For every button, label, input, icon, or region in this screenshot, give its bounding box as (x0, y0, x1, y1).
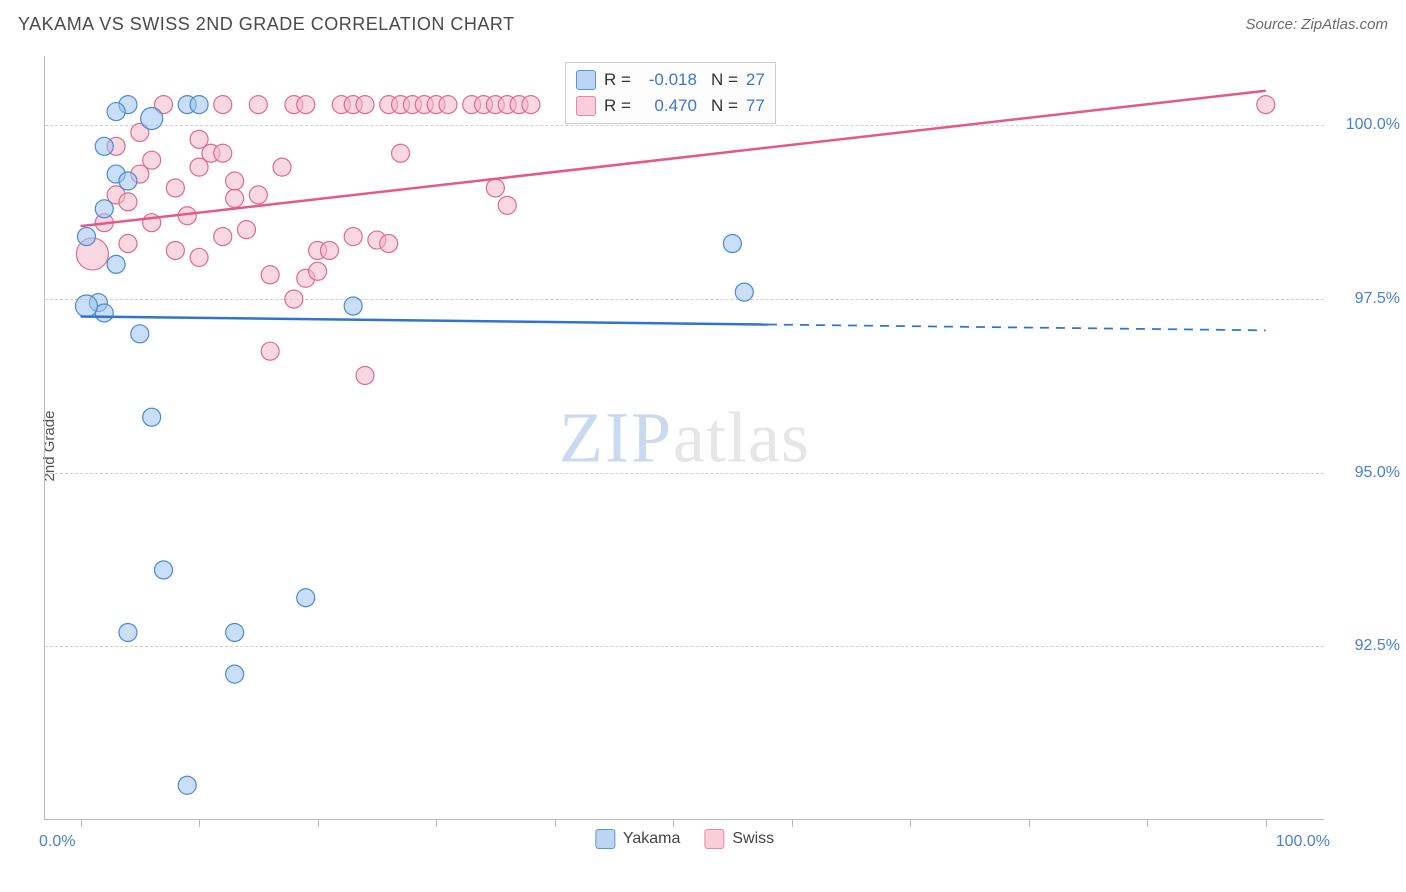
legend-label: Yakama (623, 830, 681, 848)
scatter-point (309, 262, 327, 280)
n-label: N = (711, 70, 738, 90)
x-tick (792, 819, 793, 827)
legend-label: Swiss (732, 830, 774, 848)
scatter-point (95, 200, 113, 218)
x-tick (318, 819, 319, 827)
scatter-point (273, 158, 291, 176)
scatter-point (249, 96, 267, 114)
scatter-point (1257, 96, 1275, 114)
x-tick (555, 819, 556, 827)
scatter-point (498, 196, 516, 214)
x-tick (81, 819, 82, 827)
scatter-point (166, 241, 184, 259)
scatter-point (214, 96, 232, 114)
scatter-point (107, 255, 125, 273)
x-tick (1029, 819, 1030, 827)
scatter-point (380, 235, 398, 253)
legend-item: Yakama (595, 829, 681, 849)
y-tick-label: 100.0% (1330, 116, 1400, 134)
scatter-point (143, 408, 161, 426)
x-tick (910, 819, 911, 827)
scatter-point (190, 130, 208, 148)
scatter-point (155, 561, 173, 579)
scatter-point (226, 623, 244, 641)
legend-item: Swiss (704, 829, 774, 849)
scatter-point (95, 137, 113, 155)
stats-row: R = 0.470 N = 77 (576, 93, 765, 119)
r-label: R = (604, 96, 631, 116)
scatter-point (119, 235, 137, 253)
scatter-point (356, 366, 374, 384)
scatter-point (723, 235, 741, 253)
scatter-point (77, 228, 95, 246)
legend-swatch (595, 829, 615, 849)
source-attribution: Source: ZipAtlas.com (1245, 16, 1388, 33)
scatter-point (75, 295, 97, 317)
scatter-point (190, 248, 208, 266)
scatter-point (226, 189, 244, 207)
x-tick (199, 819, 200, 827)
scatter-point (344, 228, 362, 246)
scatter-point (249, 186, 267, 204)
scatter-point (522, 96, 540, 114)
scatter-point (297, 96, 315, 114)
scatter-point (486, 179, 504, 197)
scatter-point (320, 241, 338, 259)
scatter-point (439, 96, 457, 114)
r-value: -0.018 (639, 70, 697, 90)
scatter-point (226, 172, 244, 190)
series-swatch (576, 70, 596, 90)
y-tick-label: 95.0% (1330, 464, 1400, 482)
x-axis-max-label: 100.0% (1276, 833, 1330, 851)
scatter-point (119, 172, 137, 190)
scatter-point (141, 108, 163, 130)
scatter-point (261, 266, 279, 284)
legend-swatch (704, 829, 724, 849)
scatter-point (190, 96, 208, 114)
legend-bottom: Yakama Swiss (595, 829, 774, 849)
x-tick (1147, 819, 1148, 827)
scatter-point (119, 193, 137, 211)
x-tick (1266, 819, 1267, 827)
scatter-point (237, 221, 255, 239)
scatter-point (107, 103, 125, 121)
scatter-point (178, 776, 196, 794)
n-value: 77 (746, 96, 765, 116)
scatter-point (143, 151, 161, 169)
r-label: R = (604, 70, 631, 90)
stats-row: R = -0.018 N = 27 (576, 67, 765, 93)
scatter-point (226, 665, 244, 683)
scatter-point (735, 283, 753, 301)
n-value: 27 (746, 70, 765, 90)
y-tick-label: 97.5% (1330, 290, 1400, 308)
scatter-point (285, 290, 303, 308)
scatter-point (261, 342, 279, 360)
chart-title: YAKAMA VS SWISS 2ND GRADE CORRELATION CH… (18, 14, 515, 34)
x-tick (436, 819, 437, 827)
trend-line (81, 316, 768, 324)
y-tick-label: 92.5% (1330, 637, 1400, 655)
trend-line-dashed (768, 325, 1266, 331)
series-swatch (576, 96, 596, 116)
scatter-point (214, 144, 232, 162)
scatter-point (297, 589, 315, 607)
x-tick (673, 819, 674, 827)
scatter-point (119, 623, 137, 641)
chart-svg (45, 56, 1324, 819)
scatter-point (392, 144, 410, 162)
r-value: 0.470 (639, 96, 697, 116)
scatter-point (356, 96, 374, 114)
n-label: N = (711, 96, 738, 116)
scatter-point (166, 179, 184, 197)
scatter-point (131, 325, 149, 343)
x-axis-min-label: 0.0% (39, 833, 75, 851)
scatter-point (344, 297, 362, 315)
stats-box: R = -0.018 N = 27 R = 0.470 N = 77 (565, 62, 776, 124)
plot-area: ZIPatlas 92.5%95.0%97.5%100.0% 0.0% 100.… (44, 56, 1324, 820)
scatter-point (214, 228, 232, 246)
